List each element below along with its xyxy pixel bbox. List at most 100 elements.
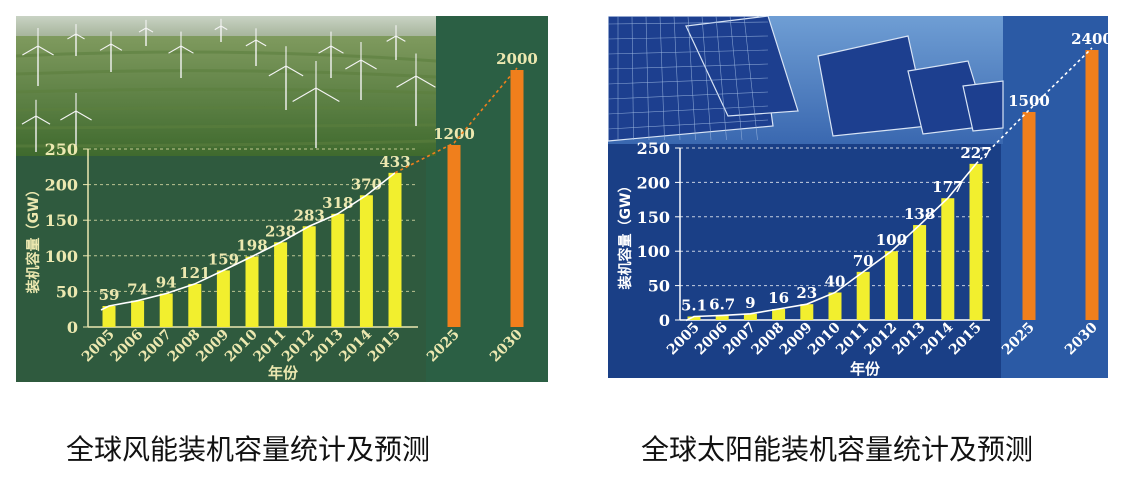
- y-tick-label: 150: [637, 208, 670, 227]
- projection-line: [975, 47, 1093, 165]
- y-tick-label: 100: [45, 247, 78, 266]
- y-axis-title: 装机容量（GW）: [617, 179, 634, 291]
- y-tick-label: 200: [45, 176, 78, 195]
- wind-chart-panel: 0 50 100 150 200 250 装机容量（GW） 59 2005 74 2006 94 200…: [16, 16, 548, 382]
- field-row: [16, 123, 437, 130]
- data-label: 16: [768, 289, 789, 307]
- data-label: 227: [960, 144, 991, 162]
- bar: [800, 304, 814, 320]
- wind-turbine: [245, 28, 267, 66]
- panel-grid-line: [608, 21, 769, 25]
- forecast-bar: [1022, 112, 1036, 320]
- bar: [274, 242, 288, 327]
- wind-turbine: [292, 61, 340, 148]
- field-row: [16, 50, 437, 63]
- wind-farm-photo: [16, 16, 437, 156]
- wind-turbine: [214, 18, 228, 42]
- data-label: 198: [236, 237, 267, 255]
- trend-curve: [100, 172, 396, 311]
- field-row: [16, 106, 437, 112]
- bar: [743, 313, 757, 320]
- panel-grid-line: [673, 16, 681, 141]
- panel-grid-line: [608, 63, 769, 70]
- y-tick-label: 0: [659, 311, 670, 330]
- x-axis-title: 年份: [850, 360, 881, 378]
- data-label: 159: [208, 250, 239, 268]
- wind-turbine: [138, 19, 154, 46]
- forecast-band: [426, 16, 548, 382]
- y-tick-label: 250: [637, 139, 670, 158]
- bar: [856, 271, 870, 320]
- y-axis-title: 装机容量（GW）: [25, 183, 42, 295]
- wind-turbine: [99, 31, 123, 72]
- wind-turbine: [386, 25, 406, 60]
- forecast-data-label: 2400: [1071, 30, 1108, 48]
- wind-turbine: [268, 46, 304, 110]
- solar-chart-caption: 全球太阳能装机容量统计及预测: [641, 433, 1034, 466]
- y-tick-label: 150: [45, 211, 78, 230]
- bar: [884, 251, 898, 320]
- wind-turbine: [60, 93, 92, 151]
- y-tick-label: 200: [637, 173, 670, 192]
- data-label: 9: [745, 294, 755, 312]
- panel-grid-line: [608, 119, 769, 130]
- data-label: 318: [322, 194, 353, 212]
- wind-turbine: [345, 42, 377, 100]
- panel-grid-line: [631, 16, 634, 141]
- data-label: 370: [351, 175, 382, 193]
- bar: [388, 172, 402, 327]
- forecast-bar: [1085, 50, 1099, 320]
- field-row: [16, 87, 437, 95]
- data-label: 59: [99, 286, 120, 304]
- data-label: 433: [379, 153, 410, 171]
- data-label: 74: [127, 281, 148, 299]
- forecast-data-label: 1200: [433, 125, 475, 143]
- bar: [331, 213, 345, 327]
- bar: [828, 292, 842, 320]
- bar: [913, 225, 927, 320]
- wind-turbine: [396, 53, 436, 126]
- panel-grid-line: [687, 16, 696, 141]
- panel-grid-line: [608, 35, 769, 40]
- panel-grid-line: [608, 91, 769, 100]
- bar: [188, 283, 202, 327]
- panel-grid-line: [701, 16, 712, 141]
- panel-grid-line: [608, 77, 769, 85]
- solar-panel: [962, 80, 1004, 132]
- wind-chart-caption: 全球风能装机容量统计及预测: [66, 433, 431, 466]
- field-row: [16, 69, 437, 79]
- wind-turbine: [318, 31, 344, 78]
- projection-line: [394, 67, 518, 174]
- bar: [302, 226, 316, 327]
- wind-turbine: [22, 28, 54, 86]
- data-label: 5.1: [681, 296, 707, 314]
- solar-chart-panel: 0 50 100 150 200 250 装机容量（GW） 5.1 2005 6.7 2006 9 20…: [608, 16, 1108, 378]
- forecast-bar: [447, 145, 461, 327]
- solar-chart: 050100150200250装机容量（GW）5.120056.72006920…: [608, 16, 1108, 378]
- bar: [941, 198, 955, 320]
- bar: [131, 300, 145, 327]
- y-tick-label: 0: [67, 318, 78, 337]
- data-label: 70: [853, 252, 874, 270]
- y-tick-label: 50: [648, 277, 670, 296]
- y-tick-label: 100: [637, 242, 670, 261]
- bar: [159, 293, 173, 327]
- y-tick-label: 50: [56, 282, 78, 301]
- y-tick-label: 250: [45, 140, 78, 159]
- sky: [16, 16, 436, 36]
- bar: [715, 315, 729, 320]
- data-label: 94: [156, 274, 177, 292]
- panel-grid-line: [659, 16, 665, 141]
- bar: [245, 256, 259, 327]
- data-label: 40: [825, 272, 846, 290]
- bar: [969, 163, 983, 320]
- bar: [216, 270, 230, 327]
- panel-grid-line: [608, 49, 769, 55]
- wind-turbine: [168, 31, 194, 78]
- panel-grid-line: [645, 16, 650, 141]
- bar: [102, 305, 116, 327]
- panel-grid-line: [608, 105, 769, 115]
- data-label: 23: [796, 284, 817, 302]
- solar-panels-photo: [608, 16, 1004, 144]
- forecast-bar: [510, 70, 524, 327]
